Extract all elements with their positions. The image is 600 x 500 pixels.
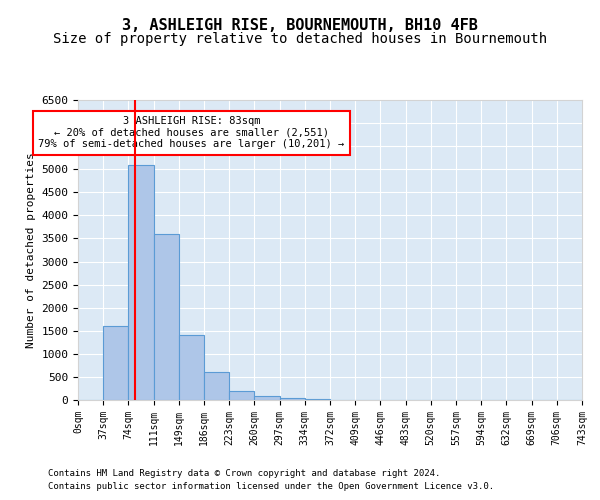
Y-axis label: Number of detached properties: Number of detached properties (26, 152, 36, 348)
Text: Contains HM Land Registry data © Crown copyright and database right 2024.: Contains HM Land Registry data © Crown c… (48, 469, 440, 478)
Bar (128, 164, 154, 400)
Text: 3, ASHLEIGH RISE, BOURNEMOUTH, BH10 4FB: 3, ASHLEIGH RISE, BOURNEMOUTH, BH10 4FB (122, 18, 478, 32)
Bar (280, 398, 305, 400)
Bar (254, 396, 280, 400)
Bar (179, 336, 204, 400)
Bar (229, 391, 254, 400)
Bar (305, 399, 330, 400)
Text: Contains public sector information licensed under the Open Government Licence v3: Contains public sector information licen… (48, 482, 494, 491)
Bar (204, 372, 229, 400)
Text: Size of property relative to detached houses in Bournemouth: Size of property relative to detached ho… (53, 32, 547, 46)
Bar (154, 234, 179, 400)
Bar (103, 326, 128, 400)
Text: 3 ASHLEIGH RISE: 83sqm
← 20% of detached houses are smaller (2,551)
79% of semi-: 3 ASHLEIGH RISE: 83sqm ← 20% of detached… (38, 116, 344, 150)
